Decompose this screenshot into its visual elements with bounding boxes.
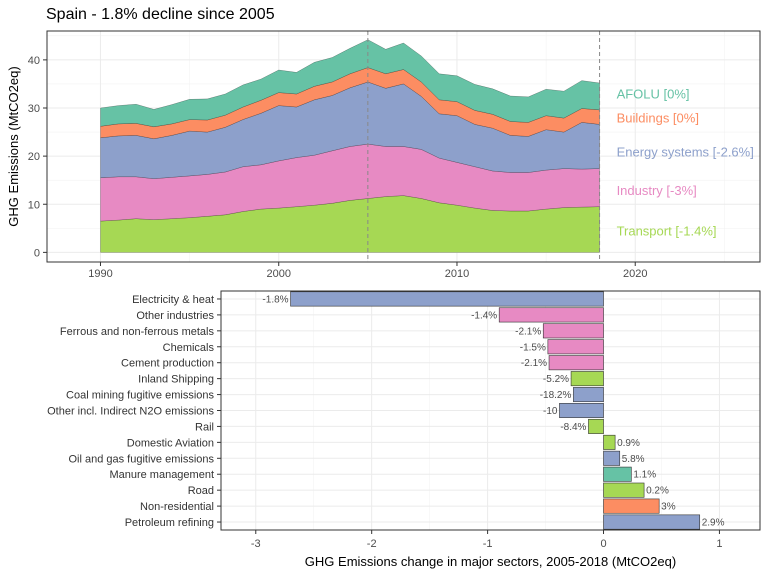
y-tick-label: 0 [34,247,40,259]
bar [603,450,621,466]
category-label: Chemicals [163,342,215,354]
series-label-transport: Transport [-1.4%] [617,224,717,239]
plot-frame [220,290,761,531]
bar [542,323,604,339]
y-tick-label: 10 [28,199,40,211]
bar-chart-panel: -3 -2 -1 0 1-1.8%Electricity & heat-1.4%Othe… [47,290,761,569]
category-label: Inland Shipping [138,374,214,386]
bar-value-label: -18.2% [540,390,572,401]
bar-value-label: -1.5% [520,342,546,353]
bar-value-label: -10 [543,406,558,417]
bar-value-label: 5.8% [622,454,645,465]
series-label-industry: Industry [-3%] [617,183,697,198]
y-axis-title: GHG Emissions (MtCO2eq) [6,66,21,226]
bar-value-label: 3% [661,502,676,513]
x-tick-label: 1990 [88,268,112,280]
category-label: Coal mining fugitive emissions [66,390,214,402]
bar [290,291,604,307]
category-label: Manure management [109,469,214,481]
bar-value-label: 2.9% [702,518,725,529]
bar-value-label: 1.1% [633,470,656,481]
y-tick-label: 40 [28,55,40,67]
bar [603,482,645,498]
y-tick-label: 20 [28,151,40,163]
bar-value-label: -8.4% [560,422,586,433]
bar-value-label: -5.2% [543,374,569,385]
plot-frame [46,30,761,263]
category-label: Electricity & heat [132,294,214,306]
bar-value-label: -1.8% [262,294,288,305]
bar-value-label: 0.2% [646,486,669,497]
x-tick-label: -3 [251,538,261,550]
x-tick-label: -2 [367,538,377,550]
category-label: Other incl. Indirect N2O emissions [47,406,214,418]
x-tick-label: 1 [716,538,722,550]
bar [559,403,604,418]
bar [588,418,604,434]
category-label: Ferrous and non-ferrous metals [60,326,215,338]
category-label: Road [188,485,214,497]
bar-value-label: -2.1% [515,326,541,337]
area-chart-panel: 1990 2000 2010 2020 0 10 20 30 40 Transport [-1.4… [6,30,761,280]
category-label: Rail [195,421,214,433]
y-tick-label: 30 [28,103,40,115]
category-label: Domestic Aviation [127,437,214,449]
bar [548,355,604,371]
category-label: Other industries [136,310,214,322]
bar [498,307,604,323]
bar [603,514,701,530]
chart-title: Spain - 1.8% decline since 2005 [46,6,275,23]
x-tick-label: 0 [600,538,606,550]
bar-value-label: -2.1% [521,358,547,369]
bar-value-label: 0.9% [617,438,640,449]
bar [603,466,632,482]
category-label: Petroleum refining [125,517,214,529]
x-tick-label: 2010 [445,268,469,280]
series-label-afolu: AFOLU [0%] [617,87,690,102]
category-label: Cement production [121,358,214,370]
bar [603,434,616,450]
series-label-buildings: Buildings [0%] [617,111,699,126]
category-label: Non-residential [140,501,214,513]
bar [603,498,660,514]
bar [573,387,604,403]
x-tick-label: 2020 [623,268,647,280]
bar [570,371,604,387]
series-label-energy-systems: Energy systems [-2.6%] [617,144,754,159]
bar-value-label: -1.4% [471,310,497,321]
x-tick-label: 2000 [266,268,290,280]
category-label: Oil and gas fugitive emissions [68,453,214,465]
x-axis-title: GHG Emissions change in major sectors, 2… [305,554,676,569]
bar [547,339,604,355]
x-tick-label: -1 [483,538,493,550]
